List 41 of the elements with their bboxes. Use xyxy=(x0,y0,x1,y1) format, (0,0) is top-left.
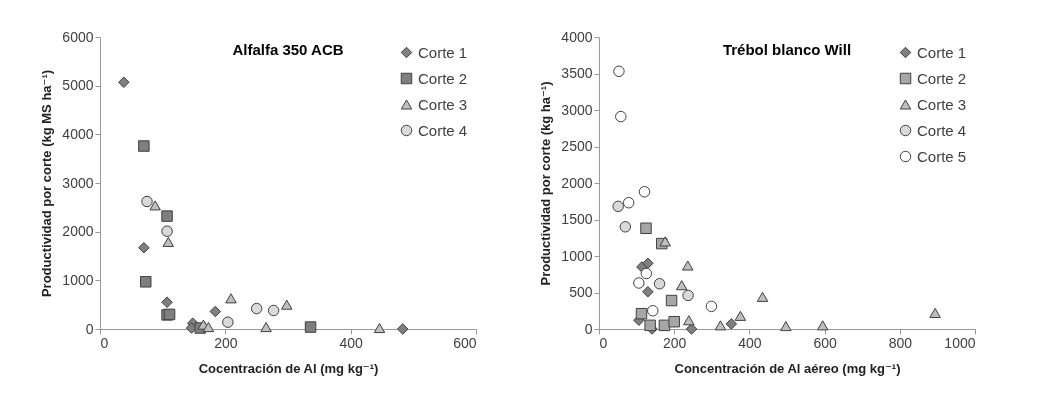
legend-label: Corte 5 xyxy=(917,147,967,165)
legend-label: Corte 4 xyxy=(917,121,967,139)
legend-label: Corte 2 xyxy=(917,69,967,87)
y-tick-label: 3500 xyxy=(561,65,593,81)
x-tick-label: 0 xyxy=(100,334,109,351)
legend-label: Corte 2 xyxy=(418,69,468,87)
y-tick-label: 0 xyxy=(584,320,593,337)
x-tick-label: 800 xyxy=(888,334,913,351)
y-tick-label: 2000 xyxy=(62,223,94,240)
y-axis-title: Productividad por corte (kg MS ha⁻¹) xyxy=(39,69,55,298)
x-tick-label: 600 xyxy=(813,334,837,351)
x-tick-label: 400 xyxy=(738,334,762,351)
y-tick-label: 1500 xyxy=(561,211,593,227)
y-tick-label: 1000 xyxy=(62,271,94,288)
legend-label: Corte 4 xyxy=(418,121,468,139)
y-tick-label: 5000 xyxy=(62,77,94,94)
y-axis-title: Productividad por corte (kg ha⁻¹) xyxy=(538,81,554,286)
legend-label: Corte 3 xyxy=(917,95,967,113)
y-tick-label: 6000 xyxy=(62,28,94,45)
x-axis-title: Cocentración de Al (mg kg⁻¹) xyxy=(198,360,379,376)
y-tick-label: 3000 xyxy=(62,174,94,191)
x-tick-label: 0 xyxy=(599,334,608,351)
y-tick-label: 3000 xyxy=(561,101,593,118)
y-tick-label: 2000 xyxy=(561,174,593,191)
x-tick-label: 600 xyxy=(453,334,477,351)
legend-label: Corte 1 xyxy=(418,43,468,61)
y-tick-label: 0 xyxy=(85,320,94,337)
x-tick-label: 200 xyxy=(663,334,687,351)
chart-title: Alfalfa 350 ACB xyxy=(232,41,344,58)
x-axis-title: Concentración de Al aéreo (mg kg⁻¹) xyxy=(674,360,901,376)
x-tick-label: 1000 xyxy=(944,334,976,351)
y-tick-label: 1000 xyxy=(561,247,593,264)
y-tick-label: 500 xyxy=(569,284,593,300)
x-tick-label: 200 xyxy=(214,334,238,351)
x-tick-label: 400 xyxy=(339,334,364,351)
legend-label: Corte 1 xyxy=(917,43,967,61)
y-tick-label: 4000 xyxy=(62,125,94,142)
chart-title: Trébol blanco Will xyxy=(722,41,852,58)
legend-label: Corte 3 xyxy=(418,95,468,113)
y-tick-label: 4000 xyxy=(561,28,593,45)
y-tick-label: 2500 xyxy=(561,138,593,154)
